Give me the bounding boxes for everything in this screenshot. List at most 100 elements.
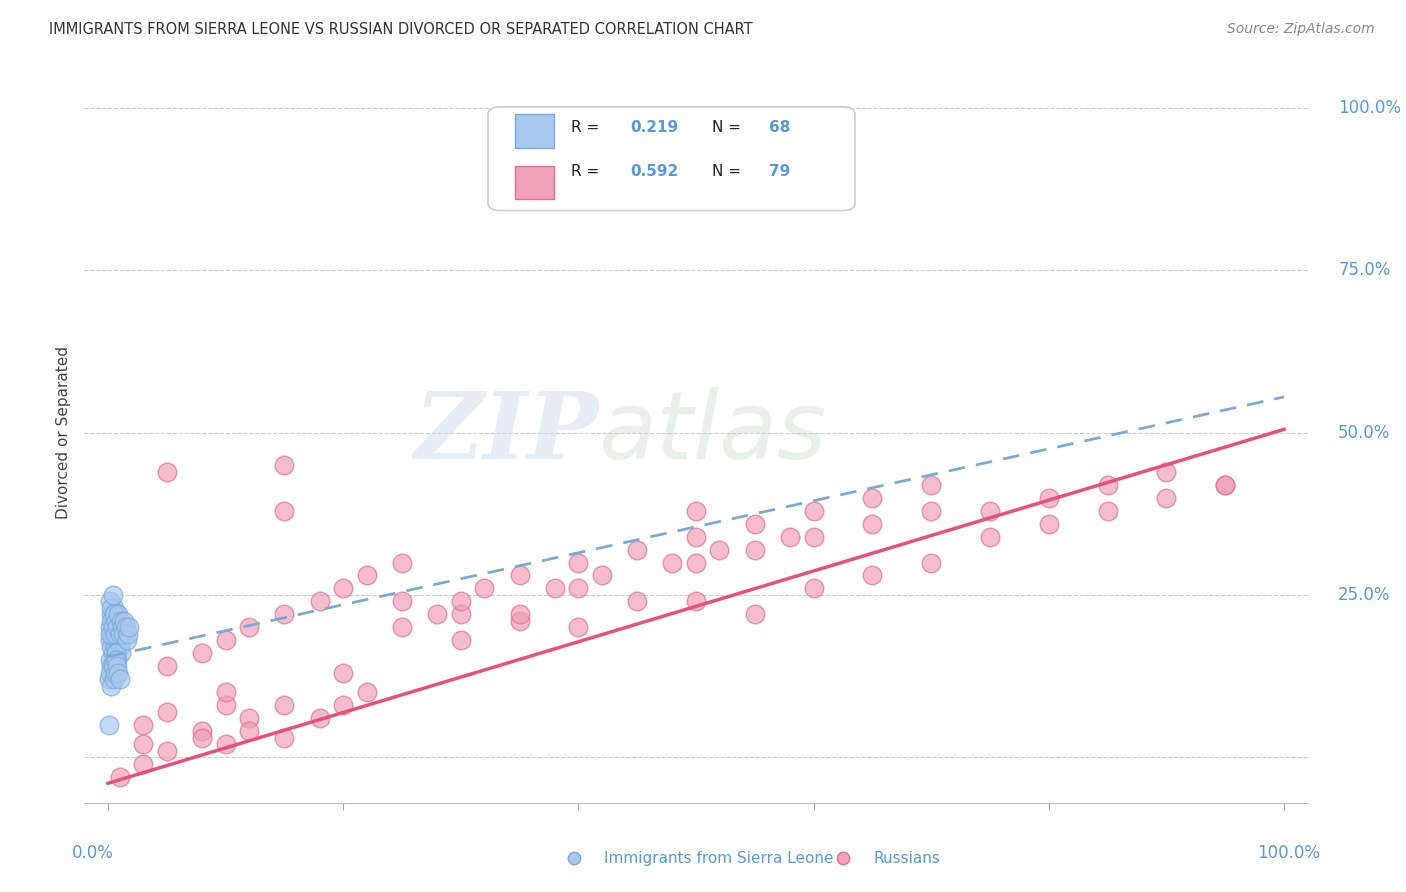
Point [105, 659, 128, 673]
Point [1097, 477, 1119, 491]
Point [685, 529, 707, 543]
Point [214, 737, 236, 751]
Point [803, 529, 825, 543]
Point [101, 659, 124, 673]
Point [332, 582, 354, 596]
Point [101, 647, 124, 661]
Point [744, 516, 766, 531]
Text: 25.0%: 25.0% [1339, 586, 1391, 604]
Point [111, 627, 134, 641]
Point [332, 698, 354, 713]
Point [104, 620, 127, 634]
Point [356, 685, 378, 699]
Text: 0.592: 0.592 [630, 164, 678, 178]
Point [1213, 477, 1236, 491]
Point [238, 724, 260, 739]
Point [825, 146, 848, 161]
Point [103, 633, 125, 648]
Point [107, 665, 129, 680]
Point [105, 614, 128, 628]
Point [104, 640, 127, 654]
Point [105, 653, 128, 667]
Point [238, 620, 260, 634]
Point [591, 568, 613, 582]
Point [661, 556, 683, 570]
Point [98, 718, 121, 732]
Text: 100.0%: 100.0% [1339, 99, 1402, 117]
Point [1038, 516, 1060, 531]
Point [98, 633, 121, 648]
Point [685, 503, 707, 517]
Point [100, 627, 122, 641]
Point [191, 647, 214, 661]
Text: 0.0%: 0.0% [72, 844, 114, 862]
Point [103, 627, 125, 641]
Point [803, 582, 825, 596]
Text: 79: 79 [769, 164, 790, 178]
Point [779, 529, 801, 543]
Point [626, 542, 648, 557]
Point [1038, 491, 1060, 505]
Point [108, 770, 131, 784]
Point [132, 718, 155, 732]
Point [308, 594, 330, 608]
Point [744, 542, 766, 557]
Point [98, 594, 121, 608]
Point [108, 627, 131, 641]
FancyBboxPatch shape [515, 166, 554, 200]
Text: Russians: Russians [873, 851, 941, 866]
Point [567, 799, 589, 814]
Point [107, 607, 129, 622]
Point [107, 620, 129, 634]
Point [108, 614, 131, 628]
Point [544, 582, 567, 596]
Text: N =: N = [711, 120, 745, 135]
Point [105, 614, 128, 628]
Point [103, 673, 125, 687]
Text: atlas: atlas [598, 387, 827, 478]
Point [103, 601, 125, 615]
Point [191, 731, 214, 745]
Point [273, 731, 295, 745]
Text: Source: ZipAtlas.com: Source: ZipAtlas.com [1227, 22, 1375, 37]
Point [105, 647, 128, 661]
Point [103, 653, 125, 667]
Point [450, 594, 472, 608]
Point [98, 627, 121, 641]
Point [191, 724, 214, 739]
Point [308, 711, 330, 725]
Text: 100.0%: 100.0% [1257, 844, 1320, 862]
Point [273, 458, 295, 472]
Point [105, 607, 128, 622]
Point [1213, 477, 1236, 491]
Point [132, 737, 155, 751]
Point [98, 673, 121, 687]
Point [105, 627, 128, 641]
Point [472, 582, 495, 596]
Point [825, 799, 848, 814]
Point [626, 594, 648, 608]
Point [426, 607, 449, 622]
Point [100, 679, 122, 693]
Point [98, 665, 121, 680]
Point [1156, 491, 1178, 505]
Point [108, 673, 131, 687]
Point [105, 647, 128, 661]
Point [101, 620, 124, 634]
Point [105, 653, 128, 667]
Point [104, 627, 127, 641]
Point [115, 633, 138, 648]
Point [101, 588, 124, 602]
Point [156, 705, 179, 719]
Point [860, 491, 883, 505]
Point [391, 556, 413, 570]
Point [100, 601, 122, 615]
Text: 68: 68 [769, 120, 790, 135]
Point [105, 620, 128, 634]
Point [103, 607, 125, 622]
Point [567, 556, 589, 570]
Point [356, 568, 378, 582]
Point [108, 640, 131, 654]
Point [101, 614, 124, 628]
Text: Immigrants from Sierra Leone: Immigrants from Sierra Leone [605, 851, 834, 866]
